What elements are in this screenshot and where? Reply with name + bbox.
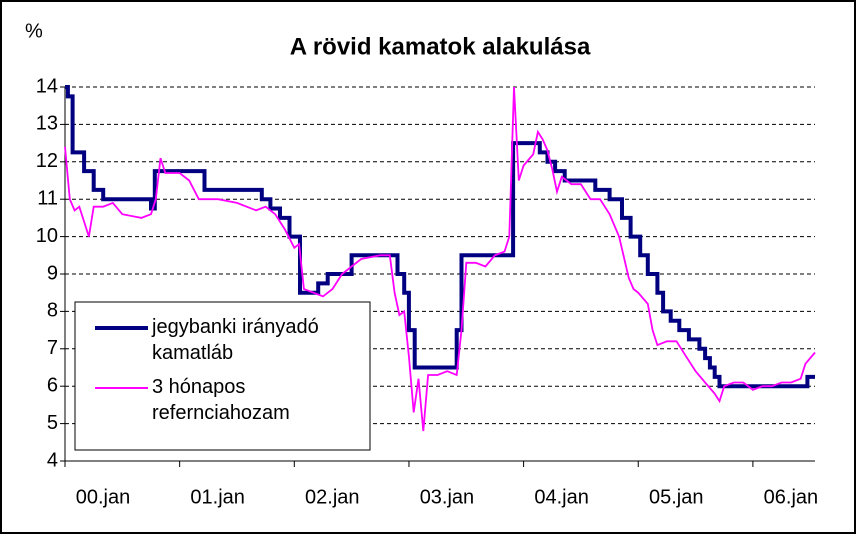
y-tick-label: 14	[36, 75, 58, 97]
series-line	[64, 86, 816, 432]
y-tick-label: 11	[37, 187, 58, 209]
x-tick-label: 03.jan	[420, 486, 475, 508]
x-tick-label: 04.jan	[534, 486, 589, 508]
y-tick-label: 8	[47, 300, 58, 322]
legend-label: 3 hónapos refernciahozam	[152, 376, 290, 424]
x-tick-label: 02.jan	[305, 486, 360, 508]
y-tick-label: 7	[47, 337, 58, 359]
y-tick-label: 5	[47, 412, 58, 434]
y-tick-label: 6	[47, 374, 58, 396]
legend: jegybanki irányadó kamatláb 3 hónapos refer…	[74, 301, 371, 451]
legend-label: jegybanki irányadó kamatláb	[151, 316, 319, 364]
y-tick-label: 4	[47, 449, 58, 471]
y-tick-label: 10	[36, 225, 58, 247]
chart-title: A rövid kamatok alakulása	[290, 33, 591, 60]
x-tick-label: 05.jan	[649, 486, 704, 508]
y-axis-label: %	[25, 20, 43, 42]
y-tick-label: 13	[36, 113, 58, 135]
x-tick-label: 01.jan	[190, 486, 245, 508]
x-tick-label: 06.jan	[764, 486, 819, 508]
y-tick-label: 12	[36, 150, 58, 172]
series-line	[65, 85, 815, 389]
y-tick-label: 9	[47, 262, 58, 284]
x-tick-label: 00.jan	[76, 486, 131, 508]
